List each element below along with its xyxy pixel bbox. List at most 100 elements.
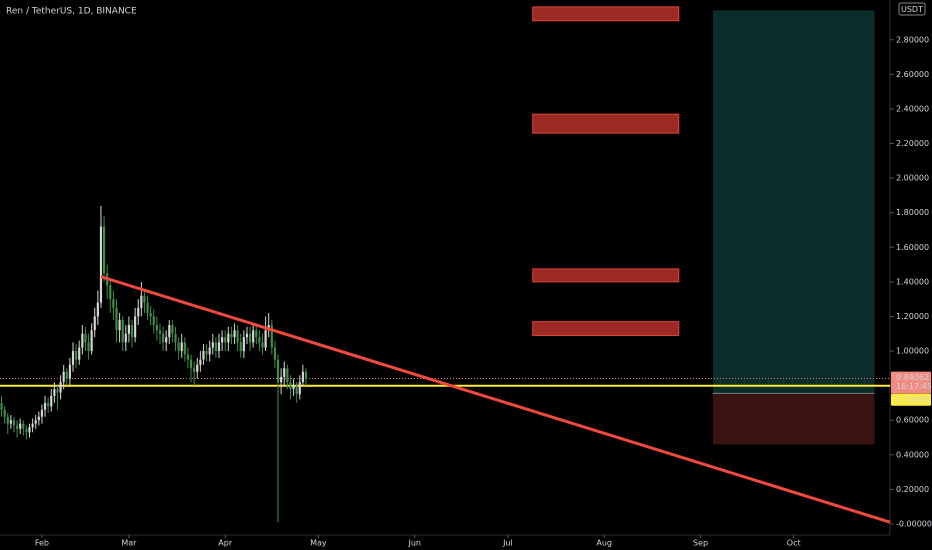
candle-body bbox=[84, 333, 87, 343]
candle-body bbox=[286, 368, 289, 383]
candle-body bbox=[127, 325, 131, 334]
candle-body bbox=[252, 330, 255, 343]
candle-body bbox=[6, 416, 9, 424]
candle-body bbox=[28, 427, 31, 433]
candle-body bbox=[245, 333, 249, 338]
x-tick-label: Oct bbox=[787, 539, 801, 548]
candle-body bbox=[47, 402, 50, 407]
candle-body bbox=[56, 389, 59, 393]
candle-body bbox=[137, 307, 140, 317]
candle-body bbox=[289, 382, 292, 390]
candle-body bbox=[239, 342, 242, 352]
candle-body bbox=[143, 295, 146, 303]
y-tick-label: 1.00000 bbox=[896, 347, 929, 356]
candle-body bbox=[22, 423, 25, 429]
candle-body bbox=[124, 333, 127, 343]
candle-body bbox=[258, 337, 261, 343]
candle-body bbox=[255, 330, 258, 338]
candle-body bbox=[236, 330, 239, 343]
last-price-label: 0.84062 bbox=[896, 373, 929, 382]
target-zone bbox=[532, 268, 680, 283]
candle-body bbox=[12, 420, 16, 426]
candle-body bbox=[62, 371, 65, 383]
level-box bbox=[891, 393, 931, 406]
candle-body bbox=[189, 359, 193, 369]
x-tick-label: May bbox=[310, 539, 327, 548]
candle-body bbox=[280, 376, 283, 383]
x-tick-label: Sep bbox=[693, 539, 708, 548]
candle-body bbox=[233, 330, 236, 338]
candle-body bbox=[205, 351, 208, 355]
candle-body bbox=[50, 395, 53, 407]
candle-body bbox=[242, 337, 245, 352]
candle-body bbox=[140, 295, 143, 308]
candle-body bbox=[183, 342, 186, 355]
candle-body bbox=[146, 302, 149, 313]
x-tick-label: Mar bbox=[121, 539, 137, 548]
candle-body bbox=[59, 382, 62, 393]
candle-body bbox=[208, 347, 211, 355]
candle-body bbox=[295, 385, 298, 395]
candle-body bbox=[43, 402, 47, 410]
candle-body bbox=[99, 226, 103, 303]
x-tick-label: Jun bbox=[407, 539, 421, 548]
candle-body bbox=[152, 316, 155, 326]
y-tick-label: 0.40000 bbox=[896, 450, 929, 459]
level-label: 0.79905 bbox=[896, 395, 929, 404]
candle-body bbox=[25, 428, 28, 433]
target-zone bbox=[532, 321, 680, 336]
candle-body bbox=[186, 354, 190, 360]
candle-body bbox=[118, 319, 121, 331]
candle-body bbox=[53, 389, 56, 396]
candle-body bbox=[158, 330, 162, 334]
candle-body bbox=[227, 333, 230, 343]
y-tick-label: 2.40000 bbox=[896, 104, 929, 113]
candle-body bbox=[90, 330, 93, 352]
target-zone bbox=[532, 6, 680, 22]
candle-body bbox=[230, 333, 233, 338]
candle-body bbox=[78, 347, 81, 360]
candle-body bbox=[102, 226, 106, 274]
candle-body bbox=[276, 359, 280, 383]
y-tick-label: 0.20000 bbox=[896, 485, 929, 494]
y-tick-label: 1.60000 bbox=[896, 243, 929, 252]
candle-body bbox=[93, 316, 96, 331]
candle-body bbox=[87, 342, 90, 352]
candle-body bbox=[9, 420, 12, 424]
candle-body bbox=[217, 342, 221, 352]
candle-body bbox=[68, 364, 71, 379]
y-tick-label: 1.40000 bbox=[896, 277, 929, 286]
unit-box bbox=[898, 2, 926, 16]
y-tick-label: -0.00000 bbox=[896, 519, 932, 528]
candle-body bbox=[168, 325, 171, 338]
candle-body bbox=[149, 312, 152, 317]
y-tick-label: 0.60000 bbox=[896, 416, 929, 425]
target-zone bbox=[532, 113, 680, 134]
candle-body bbox=[115, 307, 118, 331]
y-tick-label: 2.80000 bbox=[896, 35, 929, 44]
candle-body bbox=[193, 368, 196, 372]
x-tick-label: Feb bbox=[35, 539, 49, 548]
trendline bbox=[100, 275, 891, 524]
candle-body bbox=[3, 409, 6, 417]
candle-body bbox=[155, 325, 158, 331]
y-tick-label: 1.20000 bbox=[896, 312, 929, 321]
candle-body bbox=[96, 302, 99, 317]
y-tick-label: 2.00000 bbox=[896, 174, 929, 183]
profit-area bbox=[712, 10, 875, 394]
candle-body bbox=[298, 382, 301, 395]
candle-body bbox=[162, 333, 165, 343]
candle-body bbox=[112, 299, 115, 308]
candle-body bbox=[134, 316, 137, 338]
candle-body bbox=[292, 385, 295, 390]
candle-body bbox=[171, 325, 174, 334]
y-axis-unit: USDT bbox=[901, 5, 923, 14]
candle-body bbox=[214, 342, 217, 352]
candle-body bbox=[165, 337, 168, 343]
candle-body bbox=[283, 368, 286, 377]
candle-body bbox=[177, 342, 180, 352]
x-tick-label: Apr bbox=[218, 539, 233, 548]
candle-body bbox=[109, 285, 112, 300]
candle-body bbox=[40, 409, 44, 417]
